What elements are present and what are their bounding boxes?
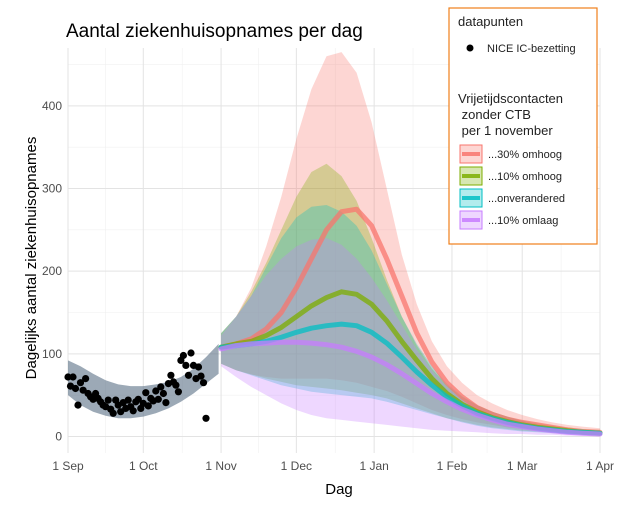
data-point: [154, 395, 162, 403]
data-point: [182, 361, 190, 369]
chart-title: Aantal ziekenhuisopnames per dag: [66, 21, 363, 42]
legend-scenario-title-3: per 1 november: [458, 123, 553, 138]
data-point: [202, 414, 210, 422]
data-point: [184, 371, 193, 379]
data-point: [144, 402, 152, 410]
x-axis-title: Dag: [325, 481, 353, 498]
y-tick-label: 200: [42, 264, 62, 278]
data-point: [199, 379, 208, 387]
tick-labels: 1 Sep 1 Oct 1 Nov 1 Dec 1 Jan 1 Feb 1 Mar 1 Apr…: [42, 99, 614, 473]
x-tick-label: 1 Jan: [359, 459, 388, 473]
band-3: [221, 205, 600, 435]
series-lines: [218, 206, 603, 437]
y-tick-label: 400: [42, 99, 62, 113]
x-tick-label: 1 Mar: [507, 459, 538, 473]
legend-points-title: datapunten: [458, 14, 523, 29]
data-point: [134, 395, 142, 403]
data-point: [152, 387, 160, 395]
legend-series-label: ...10% omhoog: [488, 171, 562, 183]
data-point: [64, 373, 72, 381]
x-tick-label: 1 Apr: [586, 459, 614, 473]
legend-scenario-title-2: zonder CTB: [458, 107, 531, 122]
data-point: [142, 389, 150, 397]
data-point: [157, 383, 165, 391]
legend-keys: ...30% omhoog ...10% omhoog ...onverandere…: [459, 144, 565, 230]
data-point: [76, 379, 85, 387]
legend-series-label: ...10% omlaag: [488, 215, 558, 227]
legend-series-label: ...30% omhoog: [488, 149, 562, 161]
data-point: [159, 389, 167, 398]
legend-box: [448, 7, 598, 245]
data-point: [197, 372, 205, 380]
data-point: [172, 381, 180, 389]
y-tick-label: 100: [42, 347, 62, 361]
x-tick-label: 1 Nov: [205, 459, 236, 473]
data-point: [187, 349, 195, 357]
legend-series-label: ...onverandered: [488, 193, 565, 205]
data-point: [167, 371, 175, 379]
x-tick-label: 1 Oct: [129, 459, 158, 473]
data-point: [179, 351, 187, 360]
data-point: [174, 388, 182, 396]
data-point: [124, 396, 132, 404]
data-point: [129, 407, 137, 415]
band-4: [221, 238, 600, 436]
y-tick-label: 0: [55, 429, 62, 443]
legend-scenario-title-1: Vrijetijdscontacten: [458, 91, 563, 106]
data-point: [162, 399, 170, 407]
x-tick-label: 1 Dec: [281, 459, 312, 473]
data-point: [109, 409, 117, 417]
data-point: [82, 375, 90, 383]
legend-points-label: NICE IC-bezetting: [487, 43, 576, 55]
data-points: [64, 349, 210, 422]
x-tick-label: 1 Feb: [437, 459, 468, 473]
series-line-4: [218, 339, 603, 437]
band-1: [221, 52, 600, 435]
data-point: [69, 373, 77, 381]
band-2: [221, 163, 600, 435]
data-point: [71, 384, 80, 393]
data-point: [194, 363, 203, 371]
legend: datapunten NICE IC-bezetting Vrijetijdsc…: [448, 7, 598, 245]
data-point: [104, 396, 112, 404]
legend-point-marker: [466, 44, 474, 52]
y-axis-title: Dagelijks aantal ziekenhuisopnames: [23, 137, 40, 380]
y-tick-label: 300: [42, 182, 62, 196]
data-point: [74, 401, 82, 409]
x-tick-label: 1 Sep: [52, 459, 84, 473]
